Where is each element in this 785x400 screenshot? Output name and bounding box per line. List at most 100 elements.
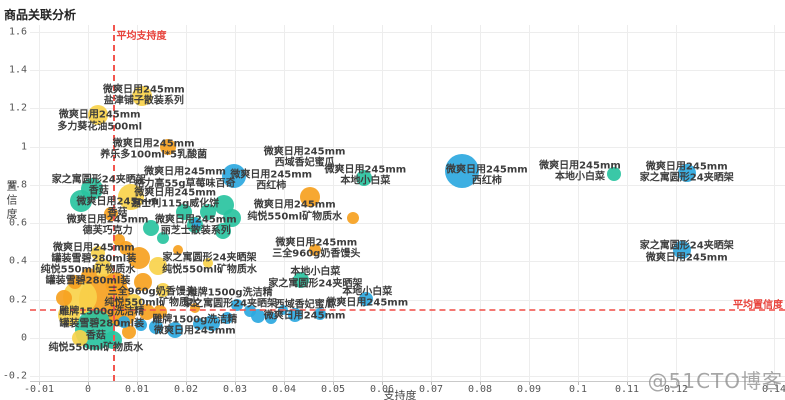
bubble-label: 家之寓圆形24夹晒架 香菇 <box>51 174 146 197</box>
bubble-label: 家之寓圆形24夹晒架 纯悦550ml矿物质水 <box>162 252 257 276</box>
scatter-bubble[interactable] <box>223 208 242 227</box>
scatter-bubble[interactable] <box>160 139 177 156</box>
bubble-label: 微爽日用245mm 香菇 <box>76 196 159 219</box>
scatter-bubble[interactable] <box>152 304 167 319</box>
x-gridline <box>774 25 775 381</box>
bubble-label: 微爽日用245mm 本地小白菜 <box>539 160 621 183</box>
x-gridline <box>235 25 236 381</box>
scatter-bubble[interactable] <box>68 275 83 290</box>
scatter-bubble[interactable] <box>359 291 374 306</box>
scatter-bubble[interactable] <box>222 163 247 188</box>
scatter-bubble[interactable] <box>176 203 193 220</box>
x-gridline <box>333 25 334 381</box>
bubble-label: 微爽日用245mm 西红柿 <box>446 164 528 187</box>
scatter-bubble[interactable] <box>356 170 373 187</box>
scatter-bubble[interactable] <box>265 312 278 325</box>
x-tick-label: 0.09 <box>516 384 542 395</box>
scatter-bubble[interactable] <box>156 282 171 297</box>
scatter-bubble[interactable] <box>215 222 232 239</box>
scatter-bubble[interactable] <box>118 184 145 211</box>
scatter-bubble[interactable] <box>221 312 234 325</box>
x-tickmark <box>235 381 236 385</box>
bubble-label: 雕牌1500g洗洁精 家之寓圆形24夹晒架 <box>183 287 278 310</box>
y-gridline <box>30 31 785 33</box>
scatter-bubble[interactable] <box>173 244 184 255</box>
x-tick-label: 0.11 <box>614 384 640 395</box>
y-gridline <box>30 108 785 110</box>
scatter-bubble[interactable] <box>672 240 691 259</box>
bubble-label: 微爽日用245mm 盐津铺子散装系列 <box>103 84 185 107</box>
scatter-bubble[interactable] <box>87 105 108 126</box>
scatter-bubble[interactable] <box>309 243 322 256</box>
bubble-label: 微爽日用245mm 丽芝士散装系列 <box>154 214 237 237</box>
x-tickmark <box>529 381 530 385</box>
scatter-bubble[interactable] <box>157 232 170 245</box>
scatter-bubble[interactable] <box>113 233 126 246</box>
scatter-bubble[interactable] <box>148 320 163 335</box>
avg-confidence-line <box>30 309 785 312</box>
scatter-bubble[interactable] <box>126 293 143 310</box>
x-tickmark <box>627 381 628 385</box>
bubble-label: 微爽日用245mm 养乐多100ml*5乳酸菌 <box>100 138 208 161</box>
scatter-bubble[interactable] <box>445 154 480 188</box>
scatter-bubble[interactable] <box>148 256 167 275</box>
scatter-bubble[interactable] <box>607 167 622 182</box>
x-tickmark <box>137 381 138 385</box>
bubble-label: 微爽日用245mm 三全960g奶香馒头 <box>272 237 361 260</box>
x-tickmark <box>431 381 432 385</box>
scatter-bubble[interactable] <box>199 203 216 220</box>
scatter-bubble[interactable] <box>677 163 696 182</box>
scatter-bubble[interactable] <box>134 318 147 331</box>
scatter-bubble[interactable] <box>72 330 89 346</box>
scatter-bubble[interactable] <box>167 321 184 338</box>
scatter-bubble[interactable] <box>204 315 221 332</box>
scatter-bubble[interactable] <box>138 303 155 320</box>
scatter-bubble[interactable] <box>287 308 302 323</box>
scatter-bubble[interactable] <box>122 325 137 340</box>
scatter-bubble[interactable] <box>192 318 205 331</box>
scatter-bubble[interactable] <box>131 85 152 106</box>
x-tick-label: 0.1 <box>568 384 588 395</box>
avg-support-line <box>112 25 115 381</box>
y-tick-label: 0 <box>20 332 27 344</box>
bubble-label: 纯悦550ml矿物质水 罐装雪碧280ml装 <box>40 264 136 287</box>
scatter-bubble[interactable] <box>118 315 131 328</box>
chart-title: 商品关联分析 <box>4 8 77 22</box>
avg-confidence-label: 平均置信度 <box>733 300 783 312</box>
y-gridline <box>30 69 785 71</box>
x-tickmark <box>333 381 334 385</box>
bubble-label: 微爽日用245mm 罐装雪碧280ml装 <box>51 242 137 265</box>
scatter-bubble[interactable] <box>80 267 97 284</box>
bubble-label: 微爽日用245mm 德芙巧克力 <box>66 214 149 237</box>
scatter-bubble[interactable] <box>300 187 321 208</box>
bubble-label: 雕牌1500g洗洁精 微爽日用245mm <box>152 314 238 337</box>
scatter-bubble[interactable] <box>230 299 243 312</box>
scatter-bubble[interactable] <box>190 218 201 229</box>
avg-support-label: 平均支持度 <box>116 31 167 42</box>
scatter-bubble[interactable] <box>202 257 213 268</box>
scatter-bubble[interactable] <box>292 271 309 288</box>
scatter-bubble[interactable] <box>55 289 72 306</box>
scatter-bubble[interactable] <box>189 302 200 313</box>
scatter-bubble[interactable] <box>93 258 112 277</box>
scatter-bubble[interactable] <box>105 272 128 295</box>
scatter-bubble[interactable] <box>346 211 359 224</box>
x-gridline <box>382 25 383 381</box>
scatter-bubble[interactable] <box>142 220 159 237</box>
y-tick-label: 0.2 <box>8 294 27 306</box>
x-gridline <box>431 25 432 381</box>
scatter-bubble[interactable] <box>133 273 152 292</box>
scatter-bubble[interactable] <box>127 246 150 269</box>
bubble-label: 微爽日用245mm 格力高55g草莓味百奇 <box>134 166 236 190</box>
y-axis-title: 置信度 <box>5 180 18 222</box>
scatter-bubble[interactable] <box>90 245 105 260</box>
x-gridline <box>578 25 579 381</box>
scatter-bubble[interactable] <box>70 190 93 213</box>
bubble-label: 三全960g奶香馒头 纯悦550ml矿物质水 <box>104 286 200 309</box>
y-gridline <box>30 146 785 148</box>
x-tickmark <box>774 381 775 385</box>
x-gridline <box>627 25 628 381</box>
watermark: @51CTO博客 <box>647 369 783 393</box>
bubble-label: 微爽日用245mm 西红柿 <box>230 169 313 192</box>
